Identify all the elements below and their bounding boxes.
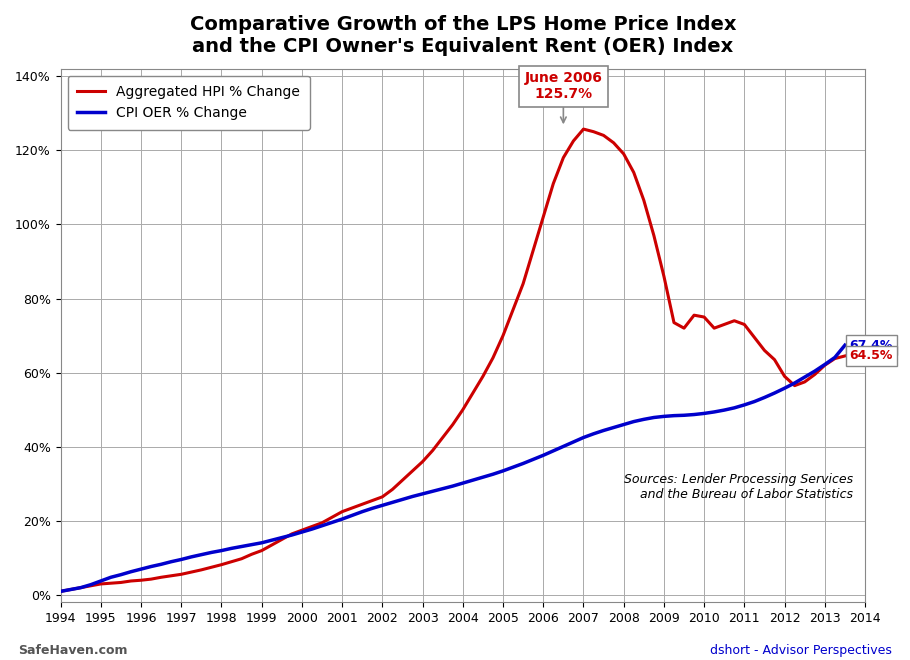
Text: dshort - Advisor Perspectives: dshort - Advisor Perspectives bbox=[710, 644, 892, 657]
Text: Sources: Lender Processing Services
and the Bureau of Labor Statistics: Sources: Lender Processing Services and … bbox=[624, 473, 853, 501]
Text: 64.5%: 64.5% bbox=[850, 349, 893, 362]
Text: SafeHaven.com: SafeHaven.com bbox=[18, 644, 127, 657]
Text: June 2006
125.7%: June 2006 125.7% bbox=[524, 71, 602, 101]
Legend: Aggregated HPI % Change, CPI OER % Change: Aggregated HPI % Change, CPI OER % Chang… bbox=[67, 76, 309, 130]
Text: 67.4%: 67.4% bbox=[850, 339, 893, 352]
Title: Comparative Growth of the LPS Home Price Index
and the CPI Owner's Equivalent Re: Comparative Growth of the LPS Home Price… bbox=[189, 15, 736, 56]
